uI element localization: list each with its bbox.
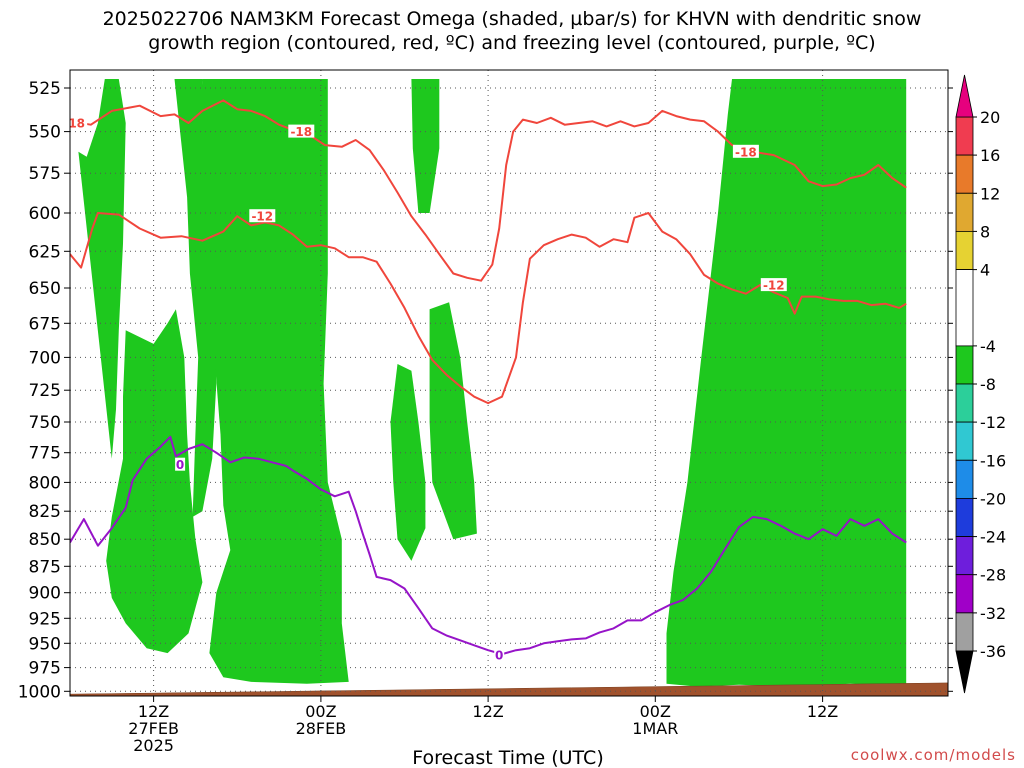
colorbar-bin-3 xyxy=(955,230,974,270)
contour-label-1-0: -12 xyxy=(251,210,273,224)
colorbar-bin-12 xyxy=(955,612,974,652)
contour-label-bg-1-0 xyxy=(249,209,276,223)
y-tick-label-975: 975 xyxy=(29,659,61,679)
y-tick-label-675: 675 xyxy=(29,314,61,334)
colorbar-tick-label--28: -28 xyxy=(980,566,1006,585)
colorbar: 20 16 12 8 4 -4 -8 -12 -16 -20 -24 -28 -32 -36 xyxy=(955,74,1006,694)
contour-lines: -18 -18 -18 -12 -12 0 0 xyxy=(63,99,907,663)
colorbar-bottom-arrow xyxy=(955,650,974,694)
plot-area: -18 -18 -18 -12 -12 0 0 xyxy=(63,70,948,696)
y-tick-label-950: 950 xyxy=(29,634,61,654)
contour-neg18-line xyxy=(70,99,907,282)
omega-region-7 xyxy=(666,79,907,687)
colorbar-bin-6 xyxy=(955,383,974,423)
contour-label-0-2: -18 xyxy=(735,145,757,159)
y-tick-label-925: 925 xyxy=(29,609,61,629)
colorbar-bin-9 xyxy=(955,497,974,537)
y-tick-label-850: 850 xyxy=(29,530,61,550)
y-tick-label-575: 575 xyxy=(29,164,61,184)
colorbar-tick-label--4: -4 xyxy=(980,337,996,356)
colorbar-tick-label-20: 20 xyxy=(980,108,1000,127)
colorbar-bin-7 xyxy=(955,421,974,461)
chart-title-line-1: 2025022706 NAM3KM Forecast Omega (shaded… xyxy=(102,8,922,30)
colorbar-bin-8 xyxy=(955,459,974,499)
contour-label-1-1: -12 xyxy=(763,279,785,293)
y-tick-label-1000: 1000 xyxy=(18,682,61,702)
y-tick-label-825: 825 xyxy=(29,502,61,522)
y-tick-label-775: 775 xyxy=(29,444,61,464)
contour-label-bg-0-1 xyxy=(288,124,315,138)
colorbar-bin-2 xyxy=(955,192,974,232)
colorbar-top-arrow xyxy=(955,74,974,118)
y-tick-label-600: 600 xyxy=(29,204,61,224)
contour-label-2-1: 0 xyxy=(495,649,503,663)
colorbar-tick-label--16: -16 xyxy=(980,451,1006,470)
y-tick-label-650: 650 xyxy=(29,279,61,299)
x-tick-label-30-0: 12Z xyxy=(472,702,503,721)
y-tick-label-875: 875 xyxy=(29,557,61,577)
colorbar-bin-4 xyxy=(955,269,974,347)
x-tick-label-18-1: 28FEB xyxy=(296,719,347,738)
colorbar-bin-11 xyxy=(955,574,974,614)
colorbar-bin-1 xyxy=(955,154,974,194)
y-tick-label-625: 625 xyxy=(29,242,61,262)
y-tick-label-900: 900 xyxy=(29,584,61,604)
contour-label-bg-2-1 xyxy=(494,648,505,662)
colorbar-tick-label--36: -36 xyxy=(980,642,1006,661)
terrain-fill xyxy=(70,682,948,696)
contour-label-bg-0-0 xyxy=(70,116,88,129)
y-tick-label-525: 525 xyxy=(29,79,61,99)
y-tick-label-725: 725 xyxy=(29,381,61,401)
x-tick-label-6-0: 12Z xyxy=(138,702,169,721)
omega-region-0 xyxy=(78,79,126,459)
omega-region-3 xyxy=(202,79,349,684)
x-tick-label-42-1: 1MAR xyxy=(632,719,678,738)
colorbar-tick-label--20: -20 xyxy=(980,489,1006,508)
credit-text: coolwx.com/models xyxy=(851,746,1016,764)
colorbar-tick-label-4: 4 xyxy=(980,261,990,280)
contour-label-0-0: -18 xyxy=(63,117,85,131)
colorbar-tick-label-8: 8 xyxy=(980,222,990,241)
colorbar-tick-label--12: -12 xyxy=(980,413,1006,432)
colorbar-bin-0 xyxy=(955,116,974,156)
contour-0-line xyxy=(70,435,907,656)
omega-region-1 xyxy=(106,309,203,654)
omega-region-5 xyxy=(429,302,477,540)
y-axis: 525 550 575 600 625 650 675 700 725 750 775 800 825 8… xyxy=(18,79,953,702)
x-tick-label-54-0: 12Z xyxy=(807,702,838,721)
contour-label-bg-0-2 xyxy=(732,144,759,158)
contour-label-0-1: -18 xyxy=(290,125,312,139)
contour-neg12-line xyxy=(70,212,907,405)
x-tick-label-6-2: 2025 xyxy=(133,736,174,755)
terrain-ground xyxy=(70,682,948,696)
colorbar-bin-5 xyxy=(955,345,974,385)
omega-region-4 xyxy=(390,364,426,561)
colorbar-tick-label--24: -24 xyxy=(980,528,1006,547)
chart-title-line-2: growth region (contoured, red, ºC) and f… xyxy=(148,32,876,54)
colorbar-tick-label-12: 12 xyxy=(980,184,1000,203)
y-tick-label-550: 550 xyxy=(29,123,61,143)
contour-label-bg-1-1 xyxy=(760,278,787,292)
contour-label-bg-2-0 xyxy=(175,457,186,471)
omega-region-2 xyxy=(174,79,217,517)
colorbar-tick-label--32: -32 xyxy=(980,604,1006,623)
colorbar-bin-10 xyxy=(955,536,974,576)
omega-shading xyxy=(78,79,907,687)
colorbar-tick-label-16: 16 xyxy=(980,146,1000,165)
x-tick-label-6-1: 27FEB xyxy=(128,719,179,738)
colorbar-tick-label--8: -8 xyxy=(980,375,996,394)
x-axis-label: Forecast Time (UTC) xyxy=(412,747,603,768)
omega-region-6 xyxy=(411,79,440,213)
y-tick-label-700: 700 xyxy=(29,348,61,368)
x-tick-label-42-0: 00Z xyxy=(640,702,671,721)
x-tick-label-18-0: 00Z xyxy=(305,702,336,721)
y-tick-label-800: 800 xyxy=(29,473,61,493)
contour-label-2-0: 0 xyxy=(176,458,184,472)
plot-border xyxy=(69,69,949,697)
y-tick-label-750: 750 xyxy=(29,413,61,433)
